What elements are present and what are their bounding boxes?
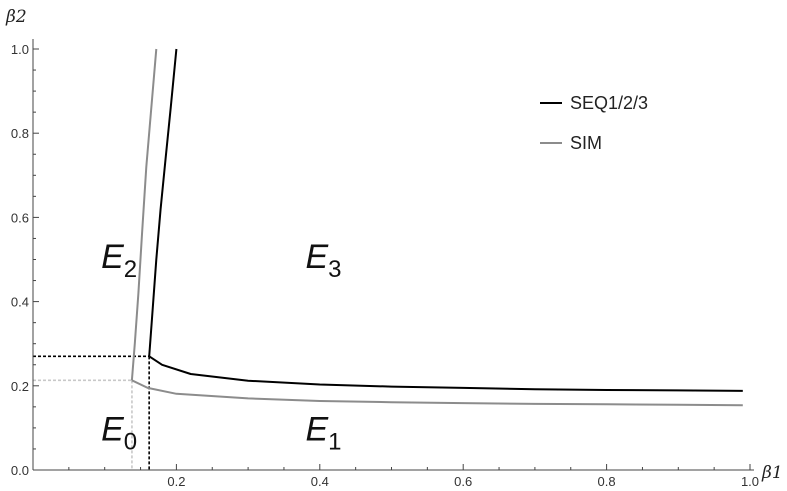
y-tick-label: 0.8 [11,126,29,141]
y-tick-label: 0.6 [11,210,29,225]
x-tick-label: 1.0 [741,474,759,489]
series-lines [130,48,743,407]
legend-label-sim: SIM [570,133,602,153]
region-label: E2 [101,238,137,283]
y-tick-label: 0.0 [11,463,29,478]
x-tick-label: 0.8 [598,474,616,489]
y-tick-label: 1.0 [11,42,29,57]
y-tick-label: 0.4 [11,295,29,310]
x-tick-label: 0.6 [454,474,472,489]
region-label: E3 [305,238,341,283]
reference-lines [33,355,150,470]
x-tick-label: 0.4 [311,474,329,489]
y-ticks: 0.0 0.2 0.4 0.6 0.8 1.0 [11,42,39,478]
series-line-sim [131,379,743,407]
y-tick-label: 0.2 [11,379,29,394]
y-axis-label: β2 [5,7,27,27]
series-line-sim [130,48,158,381]
region-label: E1 [305,411,341,456]
legend-label-seq: SEQ1/2/3 [570,93,648,113]
x-tick-label: 0.2 [167,474,185,489]
series-line-seq [148,48,178,357]
x-axis-label: β1 [761,463,783,483]
legend: SEQ1/2/3 SIM [540,93,648,153]
x-ticks: 0.2 0.4 0.6 0.8 1.0 [68,464,759,489]
series-line-seq [148,355,743,392]
